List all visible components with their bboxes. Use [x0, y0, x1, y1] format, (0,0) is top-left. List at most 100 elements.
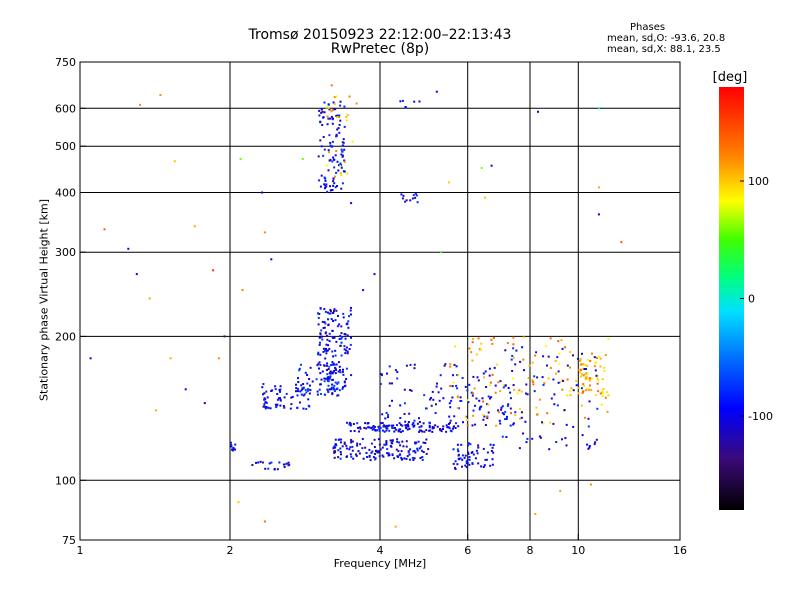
- data-point: [456, 443, 459, 446]
- data-point: [597, 390, 600, 393]
- data-point: [261, 191, 264, 194]
- data-point: [232, 449, 235, 452]
- data-point: [378, 428, 381, 430]
- data-point: [341, 141, 344, 144]
- data-point: [263, 231, 266, 234]
- data-point: [300, 384, 303, 387]
- data-point: [422, 422, 425, 425]
- data-point: [343, 159, 346, 162]
- data-point: [412, 450, 415, 453]
- data-point: [331, 350, 334, 353]
- data-point: [381, 454, 384, 457]
- data-point: [489, 381, 492, 384]
- data-point: [332, 312, 335, 314]
- data-point: [159, 93, 162, 96]
- data-point: [323, 183, 326, 186]
- data-point: [319, 372, 322, 375]
- data-point: [329, 370, 332, 373]
- data-point: [406, 455, 409, 458]
- data-point: [339, 172, 342, 175]
- data-point: [303, 393, 306, 396]
- data-point: [316, 390, 319, 393]
- data-point: [409, 389, 412, 391]
- data-point: [262, 405, 265, 408]
- data-point: [590, 389, 593, 391]
- data-point: [329, 117, 332, 120]
- data-point: [399, 444, 402, 447]
- data-point: [465, 466, 468, 469]
- data-point: [326, 388, 329, 391]
- data-point: [452, 427, 454, 430]
- data-point: [230, 445, 233, 448]
- data-point: [308, 392, 311, 395]
- data-point: [127, 247, 130, 250]
- data-point: [531, 437, 534, 440]
- data-point: [397, 430, 400, 433]
- data-point: [480, 342, 483, 345]
- data-point: [418, 447, 421, 450]
- data-point: [351, 140, 354, 143]
- data-point: [385, 411, 388, 414]
- data-point: [323, 380, 326, 383]
- data-point: [322, 136, 325, 138]
- data-point: [416, 449, 419, 452]
- data-point: [173, 160, 176, 163]
- data-point: [379, 448, 382, 451]
- data-point: [400, 423, 402, 426]
- data-point: [270, 258, 273, 261]
- data-point: [342, 368, 344, 371]
- data-point: [471, 424, 474, 427]
- data-point: [385, 440, 388, 443]
- data-point: [600, 403, 603, 406]
- data-point: [520, 390, 523, 393]
- data-point: [545, 344, 547, 347]
- data-point: [300, 363, 302, 366]
- data-point: [448, 402, 451, 405]
- data-point: [512, 356, 515, 359]
- data-point: [344, 333, 347, 336]
- data-point: [534, 513, 537, 515]
- data-point: [341, 150, 344, 153]
- data-point: [472, 453, 475, 456]
- data-point: [336, 382, 339, 385]
- data-point: [477, 446, 480, 449]
- data-point: [484, 458, 487, 461]
- data-point: [396, 377, 399, 380]
- data-point: [601, 378, 604, 381]
- data-point: [326, 364, 328, 367]
- data-point: [459, 457, 462, 460]
- data-point: [348, 95, 351, 98]
- data-point: [443, 364, 446, 367]
- data-point: [373, 438, 376, 441]
- data-point: [371, 428, 374, 431]
- x-tick-label: 2: [227, 544, 234, 557]
- data-point: [346, 114, 349, 117]
- colorbar-tick-label: -100: [748, 410, 773, 423]
- data-point: [582, 363, 585, 366]
- data-point: [497, 409, 499, 412]
- data-point: [603, 370, 606, 373]
- data-point: [405, 457, 408, 460]
- data-point: [483, 464, 486, 467]
- data-point: [490, 164, 493, 167]
- data-point: [378, 455, 381, 458]
- data-point: [319, 383, 322, 386]
- data-point: [560, 339, 563, 342]
- data-point: [323, 101, 326, 104]
- data-point: [419, 429, 422, 432]
- data-point: [486, 451, 489, 454]
- data-point: [324, 349, 326, 352]
- data-point: [334, 108, 337, 111]
- data-point: [333, 158, 336, 161]
- data-point: [262, 393, 264, 396]
- data-point: [359, 427, 362, 430]
- data-point: [594, 360, 597, 363]
- x-axis-label: Frequency [MHz]: [333, 557, 427, 570]
- data-point: [332, 378, 335, 381]
- data-point: [384, 425, 387, 428]
- data-point: [468, 347, 471, 350]
- data-point: [476, 376, 479, 379]
- data-point: [333, 445, 336, 448]
- data-point: [399, 100, 402, 103]
- data-point: [580, 387, 583, 390]
